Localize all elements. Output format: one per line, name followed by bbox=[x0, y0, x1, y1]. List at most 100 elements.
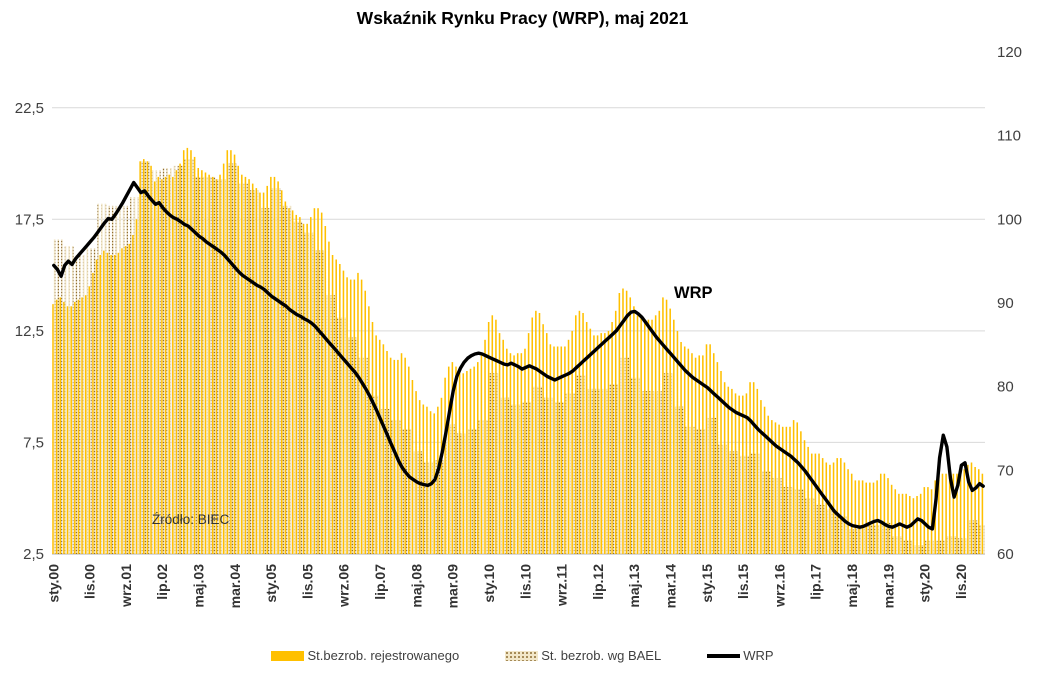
bael-bar bbox=[297, 221, 299, 554]
registered-bar bbox=[77, 299, 80, 554]
bael-bar bbox=[645, 391, 648, 554]
bael-bar bbox=[170, 168, 172, 554]
bael-bar bbox=[906, 540, 909, 554]
registered-bar bbox=[771, 420, 773, 554]
bael-bar bbox=[485, 420, 488, 554]
bael-bar bbox=[819, 504, 822, 554]
bael-bar bbox=[975, 520, 978, 554]
bael-bar bbox=[656, 391, 659, 554]
bael-bar bbox=[376, 395, 379, 554]
registered-bar bbox=[55, 299, 58, 554]
registered-bar bbox=[411, 380, 414, 554]
bael-bar bbox=[729, 451, 731, 554]
bael-bar bbox=[358, 357, 361, 554]
x-axis-tick-label: maj.03 bbox=[191, 564, 207, 608]
registered-bar bbox=[890, 484, 893, 554]
registered-bar bbox=[727, 386, 730, 554]
bael-bar bbox=[979, 525, 982, 554]
registered-bar bbox=[462, 373, 465, 554]
registered-bar bbox=[117, 252, 120, 555]
bael-bar bbox=[950, 536, 953, 554]
bael-bar bbox=[540, 386, 542, 554]
registered-bar bbox=[524, 348, 526, 554]
x-axis-tick-label: maj.08 bbox=[408, 564, 424, 608]
registered-bar bbox=[560, 346, 563, 554]
bael-bar bbox=[939, 540, 942, 554]
bael-bar bbox=[823, 504, 826, 554]
registered-bar bbox=[869, 482, 871, 554]
bael-bar bbox=[500, 397, 502, 554]
bael-bar bbox=[435, 460, 437, 554]
registered-bar bbox=[433, 413, 435, 554]
registered-bar bbox=[466, 371, 468, 554]
wrp-series-annotation: WRP bbox=[674, 284, 713, 302]
bael-bar bbox=[874, 525, 876, 554]
registered-bar bbox=[705, 344, 708, 554]
bael-bar bbox=[881, 522, 884, 554]
registered-bar bbox=[477, 362, 479, 554]
bael-bar bbox=[424, 462, 426, 554]
registered-bar bbox=[665, 299, 668, 554]
registered-bar bbox=[262, 192, 265, 554]
bael-bar bbox=[838, 516, 840, 554]
registered-bar bbox=[146, 161, 149, 555]
bael-bar bbox=[707, 417, 709, 554]
registered-bar bbox=[814, 453, 817, 554]
registered-bar bbox=[480, 355, 483, 554]
x-axis-tick-label: lis.15 bbox=[735, 564, 751, 599]
registered-bar bbox=[444, 377, 446, 554]
registered-bar bbox=[375, 335, 377, 554]
registered-bar bbox=[810, 453, 813, 554]
bael-bar bbox=[798, 489, 800, 554]
bael-bar bbox=[692, 426, 695, 554]
registered-bar bbox=[622, 288, 624, 554]
bael-bar bbox=[765, 471, 767, 554]
bael-bar bbox=[311, 232, 314, 554]
registered-bars-group bbox=[52, 147, 984, 555]
registered-bar bbox=[215, 179, 218, 554]
bael-bar bbox=[82, 255, 85, 554]
registered-bar bbox=[266, 185, 268, 554]
registered-bar bbox=[342, 270, 345, 554]
registered-bar bbox=[571, 330, 573, 554]
bael-bar bbox=[925, 540, 927, 554]
bael-bar bbox=[957, 538, 960, 554]
registered-bar bbox=[168, 174, 170, 554]
bael-bar bbox=[620, 357, 622, 554]
registered-bar bbox=[103, 250, 105, 554]
registered-bar bbox=[484, 339, 486, 554]
wrp-line-swatch-icon bbox=[707, 653, 741, 658]
bael-bar bbox=[199, 176, 201, 554]
registered-bar bbox=[328, 241, 330, 554]
bael-bar bbox=[772, 478, 775, 554]
bael-bar bbox=[649, 391, 651, 554]
x-axis-tick-label: lis.00 bbox=[82, 564, 98, 599]
registered-bar bbox=[393, 359, 396, 554]
bael-bar bbox=[97, 203, 99, 554]
registered-bar bbox=[821, 458, 824, 554]
registered-bar bbox=[255, 188, 258, 554]
bael-bar bbox=[137, 197, 139, 554]
registered-bar bbox=[408, 366, 410, 554]
registered-bar bbox=[963, 469, 966, 554]
bael-bar bbox=[467, 429, 470, 554]
registered-bar bbox=[509, 353, 512, 554]
registered-bar bbox=[861, 480, 864, 554]
bael-bar bbox=[827, 509, 829, 554]
registered-bar bbox=[88, 286, 91, 554]
bael-bar bbox=[536, 386, 539, 554]
bael-bar bbox=[133, 197, 136, 554]
bael-bar bbox=[602, 388, 604, 554]
registered-bar bbox=[774, 422, 777, 554]
bael-bar bbox=[387, 409, 390, 554]
registered-bar bbox=[84, 295, 87, 554]
registered-bar bbox=[596, 335, 599, 554]
registered-bar bbox=[259, 192, 261, 554]
registered-bar bbox=[763, 406, 766, 554]
bael-bar bbox=[587, 388, 590, 554]
registered-bar bbox=[959, 473, 962, 554]
registered-bar bbox=[549, 344, 552, 554]
bael-bar bbox=[830, 509, 833, 554]
bael-bar bbox=[776, 478, 778, 554]
bael-bar bbox=[122, 205, 125, 554]
